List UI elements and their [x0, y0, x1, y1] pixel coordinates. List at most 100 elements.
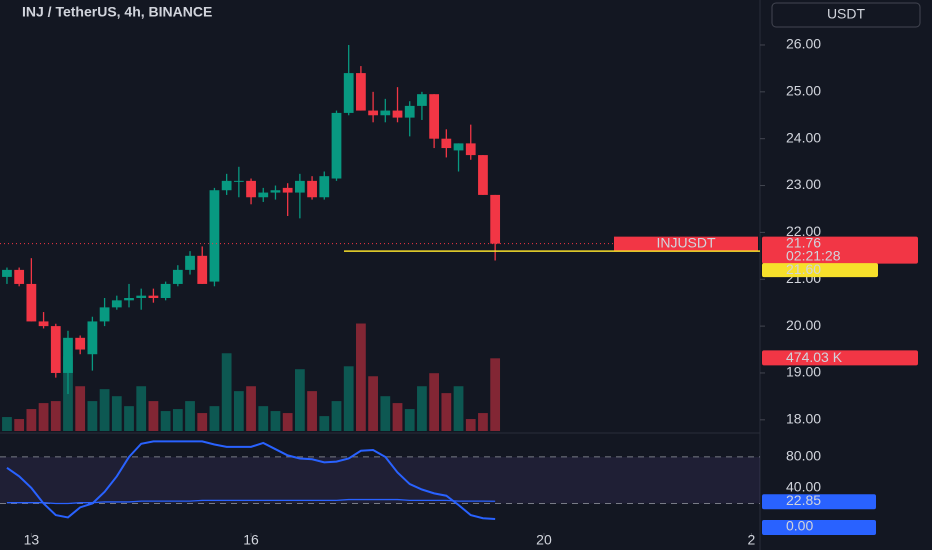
- candle-body: [75, 337, 86, 350]
- horizontal-line-box: [762, 263, 878, 278]
- candle-body: [417, 94, 427, 106]
- candle-body: [356, 73, 366, 111]
- volume-bar: [453, 386, 464, 431]
- candle-body: [209, 190, 220, 282]
- volume-bar: [148, 401, 159, 431]
- volume-bar: [478, 413, 488, 431]
- candle-body: [404, 105, 415, 118]
- candle-body: [14, 269, 25, 284]
- volume-bar: [490, 358, 501, 431]
- volume-bar: [246, 386, 256, 431]
- volume-bar: [2, 417, 12, 431]
- x-tick-label: 13: [24, 532, 40, 548]
- volume-label-box: [762, 350, 918, 366]
- oscillator-line: [6, 498, 496, 505]
- oscillator-tick-label: 80.00: [786, 448, 821, 464]
- volume-bar: [87, 401, 98, 431]
- volume-bar: [209, 406, 220, 431]
- x-tick-label: 2: [748, 532, 756, 548]
- volume-bar: [197, 413, 208, 431]
- y-tick-label: 22.00: [786, 223, 821, 239]
- candle-body: [478, 155, 488, 195]
- candle-body: [63, 337, 73, 373]
- candle-body: [294, 180, 305, 193]
- volume-bar: [368, 376, 378, 431]
- volume-bar: [307, 391, 317, 431]
- candle-body: [343, 73, 354, 113]
- candle-body: [429, 94, 440, 139]
- candle-body: [490, 194, 501, 244]
- y-tick-label: 18.00: [786, 411, 821, 427]
- oscillator-label-box: [762, 519, 876, 535]
- candle-body: [270, 190, 281, 193]
- candle-body: [258, 192, 269, 198]
- candle-body: [331, 112, 342, 179]
- candle-body: [441, 138, 452, 149]
- horizontal-line-label: 21.60: [786, 261, 821, 277]
- volume-bar: [185, 401, 195, 431]
- candle-body: [307, 180, 317, 198]
- last-price-label: 21.76: [786, 234, 821, 250]
- x-tick-label: 20: [536, 532, 552, 548]
- volume-bar: [319, 416, 330, 431]
- volume-bar: [38, 403, 49, 431]
- volume-bar: [75, 386, 86, 431]
- volume-bar: [221, 353, 232, 431]
- volume-bar: [111, 396, 122, 431]
- volume-bar: [14, 419, 25, 431]
- volume-bar: [356, 323, 366, 431]
- chart-title: INJ / TetherUS, 4h, BINANCE: [22, 4, 212, 20]
- candle-body: [38, 321, 49, 327]
- candle-body: [99, 307, 110, 322]
- candle-body: [380, 110, 391, 116]
- last-price-box: [762, 236, 918, 264]
- candle-body: [392, 110, 403, 118]
- volume-bar: [294, 369, 305, 431]
- candle-body: [282, 187, 293, 193]
- candle-body: [50, 326, 61, 373]
- volume-bar: [331, 401, 342, 431]
- candle-body: [26, 283, 37, 322]
- candle-body: [319, 176, 330, 198]
- x-tick-label: 16: [243, 532, 259, 548]
- currency-button-label[interactable]: USDT: [827, 6, 866, 22]
- volume-bar: [136, 386, 147, 431]
- y-tick-label: 26.00: [786, 36, 821, 52]
- volume-bar: [380, 396, 391, 431]
- volume-bar: [392, 403, 403, 431]
- volume-bar: [429, 373, 440, 431]
- currency-button[interactable]: [771, 2, 921, 28]
- y-tick-label: 19.00: [786, 364, 821, 380]
- candle-body: [124, 297, 134, 301]
- candle-body: [233, 180, 244, 182]
- volume-bar: [270, 411, 281, 431]
- y-tick-label: 24.00: [786, 129, 821, 145]
- y-tick-label: 25.00: [786, 83, 821, 99]
- oscillator-line: [6, 440, 496, 520]
- candle-body: [246, 180, 256, 198]
- y-tick-label: 23.00: [786, 176, 821, 192]
- candle-body: [368, 110, 378, 116]
- volume-label: 474.03 K: [786, 349, 843, 365]
- oscillator-label: 22.85: [786, 492, 821, 508]
- volume-bar: [282, 413, 293, 431]
- volume-bar: [26, 409, 37, 431]
- candle-body: [136, 295, 147, 298]
- volume-bar: [160, 411, 171, 431]
- candle-body: [172, 269, 183, 284]
- volume-bar: [441, 393, 452, 431]
- candle-body: [185, 255, 195, 270]
- symbol-tag: [614, 236, 758, 251]
- volume-bar: [233, 391, 244, 431]
- candle-body: [221, 180, 232, 191]
- candle-body: [465, 143, 476, 156]
- volume-bar: [50, 401, 61, 431]
- oscillator-tick-label: 40.00: [786, 479, 821, 495]
- symbol-tag-label: INJUSDT: [656, 234, 716, 250]
- volume-bar: [99, 389, 110, 431]
- countdown-label: 02:21:28: [786, 247, 841, 263]
- candle-body: [2, 269, 12, 277]
- volume-bar: [465, 419, 476, 431]
